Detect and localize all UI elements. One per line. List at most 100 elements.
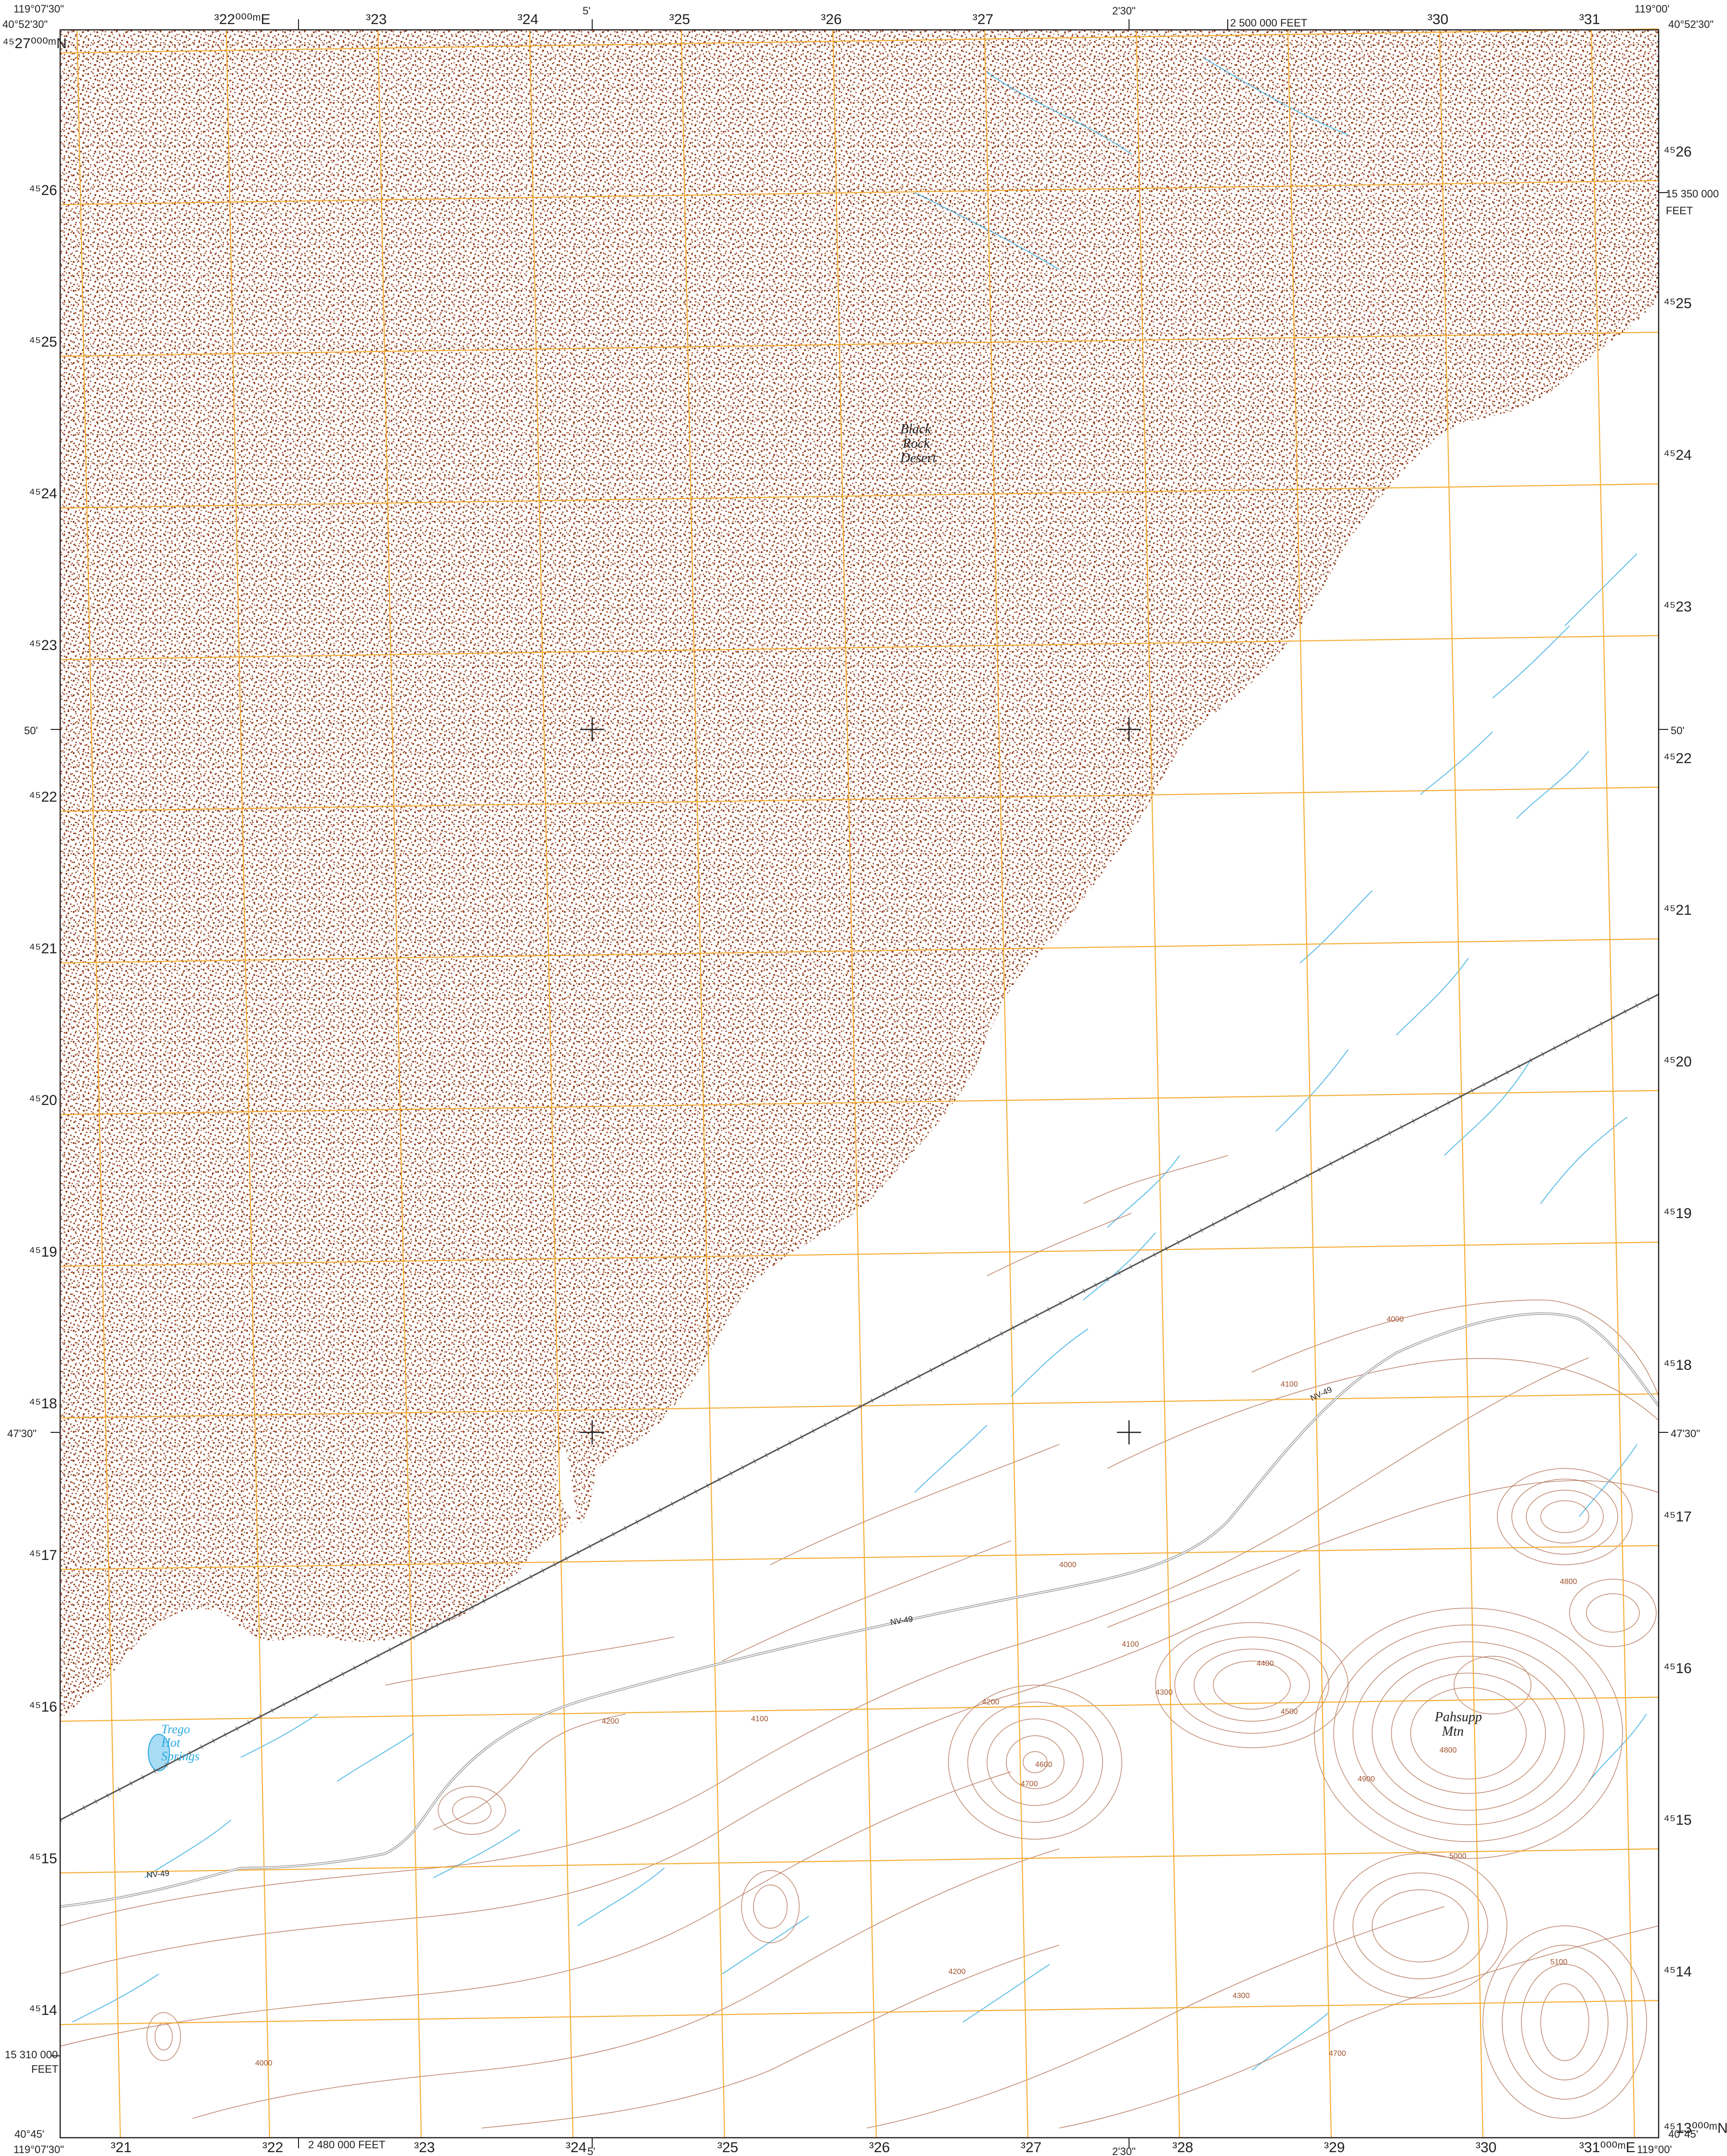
right-northing: ⁴⁵20: [1663, 1054, 1692, 1070]
top-easting: ³31: [1579, 12, 1600, 27]
bottom-easting-last: ³31⁰⁰⁰ᵐE: [1579, 2140, 1636, 2156]
contour-label: 4200: [948, 1968, 966, 1976]
left-northing: ⁴⁵21: [29, 941, 57, 957]
contour-label: 4100: [1122, 1640, 1139, 1649]
left-northing: ⁴⁵23: [29, 637, 57, 653]
crosshair-icon: [1117, 1420, 1141, 1444]
top-easting: ³25: [669, 12, 690, 27]
place-black-rock-desert: Desert: [900, 451, 937, 466]
map-neatline: [59, 29, 1660, 2139]
top-easting: ³27: [973, 12, 993, 27]
collar-ticks: [51, 19, 1668, 2148]
left-minute-50: 50': [24, 725, 38, 737]
contour-label: 4700: [1329, 2050, 1346, 2058]
right-northing: ⁴⁵19: [1663, 1206, 1692, 1221]
crosshair-icon: [580, 1420, 604, 1444]
corner-lon-top-left: 119°07'30": [13, 3, 64, 15]
left-northing: ⁴⁵17: [29, 1547, 57, 1563]
top-minute-5: 5': [583, 5, 590, 17]
left-minute-4730: 47'30": [7, 1428, 37, 1440]
corner-lat-top-left: 40°52'30": [2, 18, 48, 30]
place-trego-hot-springs: Trego: [161, 1722, 190, 1736]
place-black-rock-desert: Black: [900, 422, 931, 437]
contour-label: 4100: [1281, 1380, 1298, 1389]
corner-lon-bottom-left: 119°07'30": [13, 2143, 64, 2156]
right-northing: ⁴⁵17: [1663, 1509, 1692, 1525]
right-northing-last: ⁴⁵13⁰⁰⁰ᵐN: [1663, 2120, 1727, 2136]
bottom-easting: ³27: [1021, 2140, 1041, 2156]
bottom-minute-230: 2'30": [1112, 2145, 1136, 2156]
bottom-feet: 2 480 000 FEET: [308, 2139, 385, 2151]
contour-label: 4200: [982, 1698, 1000, 1706]
bottom-easting: ³29: [1324, 2140, 1345, 2156]
left-northing: ⁴⁵26: [29, 182, 57, 198]
contour-label: 4800: [1440, 1746, 1457, 1754]
contour-label: 4000: [1059, 1561, 1077, 1569]
contour-label: 4000: [1387, 1315, 1404, 1324]
mountain-contours: [146, 1468, 1657, 2119]
place-pahsupp-mtn: Mtn: [1441, 1724, 1464, 1739]
contour-label: 4600: [1035, 1761, 1052, 1769]
top-easting: ³26: [821, 12, 842, 27]
contour-label: 5100: [1550, 1958, 1568, 1966]
right-northing: ⁴⁵16: [1663, 1661, 1692, 1676]
contour-label: 4100: [751, 1715, 768, 1723]
left-northing: ⁴⁵20: [29, 1092, 57, 1108]
left-northing: ⁴⁵25: [29, 334, 57, 350]
left-northing: ⁴⁵18: [29, 1396, 57, 1412]
crosshair-icon: [1117, 717, 1141, 741]
contour-label: 4800: [1560, 1578, 1577, 1586]
place-black-rock-desert: Rock: [902, 436, 930, 451]
contour-label: 4900: [1358, 1775, 1375, 1783]
top-easting: ³30: [1428, 12, 1448, 27]
bottom-easting: ³25: [717, 2140, 738, 2156]
bottom-easting: ³28: [1172, 2140, 1193, 2156]
right-feet-unit: FEET: [1666, 205, 1693, 217]
right-northing: ⁴⁵18: [1663, 1357, 1692, 1373]
left-feet-value: 15 310 000: [5, 2049, 58, 2061]
top-feet: 2 500 000 FEET: [1230, 17, 1307, 29]
bottom-easting: ³23: [414, 2140, 435, 2156]
left-northing: ⁴⁵14: [29, 2002, 57, 2018]
contour-label: 4400: [1257, 1660, 1274, 1668]
right-northing: ⁴⁵26: [1663, 144, 1692, 160]
right-minute-50: 50': [1671, 725, 1685, 737]
top-easting: ³23: [366, 12, 387, 27]
right-northing: ⁴⁵22: [1663, 751, 1692, 766]
right-northing: ⁴⁵24: [1663, 447, 1692, 463]
spring-pond: [148, 1734, 170, 1771]
left-northing: ⁴⁵19: [29, 1244, 57, 1260]
contour-label: 4500: [1281, 1708, 1298, 1716]
place-pahsupp-mtn: Pahsupp: [1434, 1710, 1482, 1725]
playa-area: [60, 30, 1659, 1719]
bottom-easting: ³21: [111, 2140, 131, 2156]
contour-label: 4700: [1021, 1780, 1038, 1788]
crosshair-icon: [580, 717, 604, 741]
contour-label: 4300: [1233, 1992, 1250, 2000]
right-feet-value: 15 350 000: [1666, 188, 1719, 200]
left-northing: ⁴⁵22: [29, 789, 57, 805]
road-label-nv49: NV-49: [146, 1869, 170, 1880]
left-northing-first: ⁴⁵27⁰⁰⁰ᵐN: [2, 36, 67, 52]
right-northing: ⁴⁵25: [1663, 296, 1692, 312]
left-feet-unit: FEET: [31, 2063, 58, 2075]
bottom-easting: ³24: [566, 2140, 586, 2156]
contour-label: 4300: [1156, 1688, 1173, 1697]
contour-label: 4000: [255, 2059, 273, 2067]
right-northing: ⁴⁵23: [1663, 599, 1692, 615]
top-minute-230: 2'30": [1112, 5, 1136, 17]
top-easting-first: ³22⁰⁰⁰ᵐE: [214, 12, 271, 27]
right-minute-4730: 47'30": [1671, 1428, 1700, 1440]
left-northing: ⁴⁵16: [29, 1699, 57, 1715]
corner-lat-bottom-left: 40°45': [14, 2128, 44, 2140]
corner-lon-top-right: 119°00': [1635, 3, 1670, 15]
right-northing: ⁴⁵21: [1663, 902, 1692, 918]
right-northing: ⁴⁵14: [1663, 1964, 1692, 1980]
utm-grid: [60, 28, 1659, 2138]
contour-label: 4200: [602, 1717, 619, 1726]
railroad: [59, 992, 1660, 1822]
place-trego-hot-springs: Hot: [161, 1736, 181, 1750]
corner-lat-bottom-right: 40°45': [1668, 2128, 1698, 2140]
right-northing: ⁴⁵15: [1663, 1812, 1692, 1828]
